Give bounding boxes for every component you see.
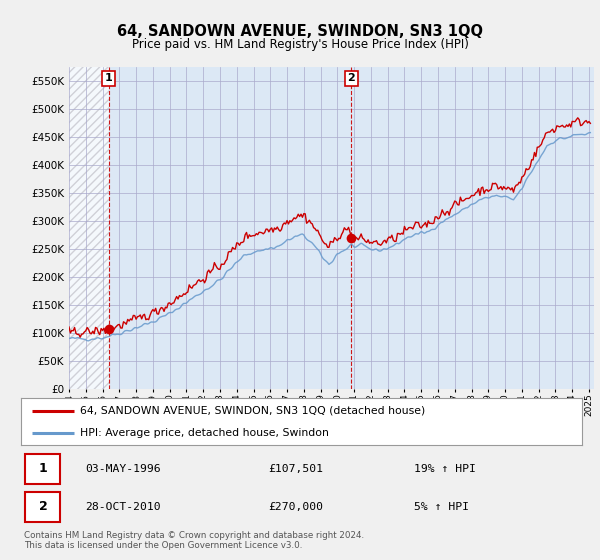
Text: 28-OCT-2010: 28-OCT-2010 xyxy=(86,502,161,512)
FancyBboxPatch shape xyxy=(25,492,60,521)
Text: 1: 1 xyxy=(38,462,47,475)
Bar xyxy=(69,67,109,389)
Text: Price paid vs. HM Land Registry's House Price Index (HPI): Price paid vs. HM Land Registry's House … xyxy=(131,38,469,52)
Text: 03-MAY-1996: 03-MAY-1996 xyxy=(86,464,161,474)
Text: HPI: Average price, detached house, Swindon: HPI: Average price, detached house, Swin… xyxy=(80,428,329,438)
Text: Contains HM Land Registry data © Crown copyright and database right 2024.
This d: Contains HM Land Registry data © Crown c… xyxy=(24,531,364,550)
Text: 19% ↑ HPI: 19% ↑ HPI xyxy=(414,464,476,474)
Text: 2: 2 xyxy=(347,73,355,83)
Text: 1: 1 xyxy=(105,73,113,83)
Text: £270,000: £270,000 xyxy=(268,502,323,512)
Text: 5% ↑ HPI: 5% ↑ HPI xyxy=(414,502,469,512)
Text: 2: 2 xyxy=(38,500,47,514)
Text: £107,501: £107,501 xyxy=(268,464,323,474)
Text: 64, SANDOWN AVENUE, SWINDON, SN3 1QQ (detached house): 64, SANDOWN AVENUE, SWINDON, SN3 1QQ (de… xyxy=(80,406,425,416)
Text: 64, SANDOWN AVENUE, SWINDON, SN3 1QQ: 64, SANDOWN AVENUE, SWINDON, SN3 1QQ xyxy=(117,24,483,39)
FancyBboxPatch shape xyxy=(25,454,60,483)
